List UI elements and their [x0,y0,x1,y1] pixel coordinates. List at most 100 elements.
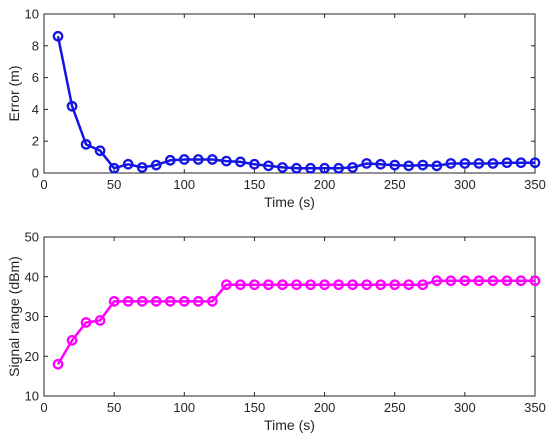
data-point-marker [249,158,260,170]
data-point-marker [305,162,316,174]
data-point-marker [206,154,218,165]
y-tick-label: 30 [25,309,39,324]
data-point-marker [515,157,527,169]
data-point-marker [221,155,232,167]
data-point-marker [361,158,373,169]
error-chart: 0 50 100 150 200 250 300 350 0 2 4 6 8 10 Time (s) Erro… [6,7,546,211]
data-point-marker [403,279,415,291]
y-tick-label: 40 [25,269,39,284]
data-point-marker [263,279,274,291]
y-tick-label: 50 [25,230,39,245]
x-axis-label: Time (s) [264,417,315,433]
data-point-marker [389,159,401,171]
data-point-marker [319,162,330,174]
data-point-marker [375,158,387,170]
data-point-marker [164,154,176,166]
data-point-marker [52,358,64,370]
data-point-marker [361,279,373,291]
signal-range-chart: 0 50 100 150 200 250 300 350 10 20 30 40 50 Time (s) S… [6,230,546,434]
x-tick-label: 200 [314,177,336,192]
x-tick-label: 0 [40,400,47,415]
y-axis-label: Error (m) [6,66,22,122]
data-point-marker [529,157,541,169]
x-tick-label: 300 [454,400,476,415]
y-tick-label: 2 [32,134,39,149]
data-point-marker [249,279,260,291]
data-point-marker [235,156,246,168]
data-point-marker [333,279,344,291]
data-point-marker [473,275,485,287]
x-tick-label: 50 [107,177,121,192]
x-tick-label: 200 [314,400,336,415]
y-axis-label: Signal range (dBm) [6,256,22,377]
data-point-marker [108,296,120,307]
x-tick-label: 150 [244,400,266,415]
data-point-marker [235,279,246,291]
data-point-marker [192,296,204,307]
data-point-marker [291,162,302,174]
x-tick-label: 0 [40,177,47,192]
data-point-marker [66,100,78,112]
data-point-marker [459,158,471,169]
x-tick-label: 100 [173,177,195,192]
data-point-marker [136,296,148,307]
y-tick-label: 4 [32,102,39,117]
data-point-marker [136,162,148,173]
data-point-marker [164,296,176,307]
data-point-marker [431,160,443,172]
data-point-marker [389,279,401,291]
data-point-marker [263,160,274,172]
data-point-marker [150,296,162,307]
data-point-marker [80,317,92,328]
x-axis-label: Time (s) [264,194,315,210]
x-tick-label: 250 [384,400,406,415]
x-tick-label: 300 [454,177,476,192]
data-point-marker [178,296,190,307]
data-point-marker [417,279,429,291]
y-tick-label: 10 [25,7,39,22]
y-tick-label: 6 [32,70,39,85]
data-point-marker [319,279,330,291]
data-point-marker [192,154,204,165]
data-point-marker [221,279,232,291]
y-tick-label: 8 [32,38,39,53]
data-point-marker [459,275,471,287]
data-point-marker [94,145,106,157]
data-point-marker [122,158,134,170]
x-tick-label: 350 [524,177,546,192]
plot-area [43,13,536,174]
data-point-marker [403,160,415,172]
data-point-marker [515,275,527,287]
data-point-marker [333,162,344,174]
data-point-marker [80,139,92,150]
data-point-marker [305,279,316,291]
x-tick-label: 150 [244,177,266,192]
data-point-marker [347,162,358,173]
data-point-marker [66,334,78,346]
data-point-marker [122,296,134,307]
x-tick-label: 100 [173,400,195,415]
data-point-marker [445,158,457,169]
data-point-marker [347,279,358,291]
data-point-marker [501,275,513,287]
data-point-marker [178,154,190,165]
x-tick-label: 250 [384,177,406,192]
data-point-marker [529,275,541,287]
data-point-marker [291,279,302,291]
y-tick-label: 10 [25,389,39,404]
x-tick-label: 350 [524,400,546,415]
data-point-marker [150,159,162,171]
data-point-marker [445,275,457,287]
data-point-marker [277,279,288,291]
data-point-marker [52,30,64,42]
data-point-marker [487,158,499,169]
x-tick-label: 50 [107,400,121,415]
y-tick-label: 0 [32,166,39,181]
y-tick-label: 20 [25,349,39,364]
data-point-marker [473,158,485,169]
data-point-marker [487,275,499,287]
data-point-marker [431,275,443,287]
data-point-marker [206,296,218,307]
data-point-marker [375,279,387,291]
